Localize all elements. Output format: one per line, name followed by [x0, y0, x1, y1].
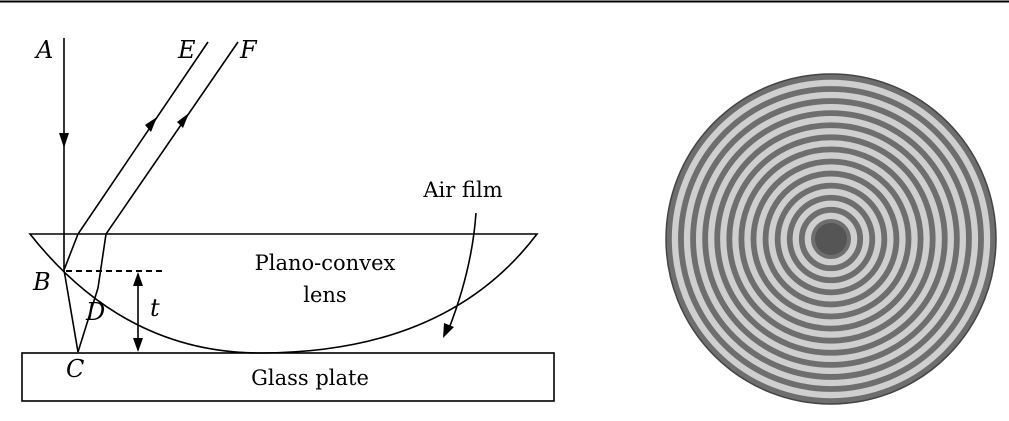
- bright-ring: [792, 200, 870, 278]
- label-F: F: [239, 36, 258, 64]
- ray-F-arrowhead: [177, 113, 189, 128]
- thickness-arrowhead-top: [133, 272, 143, 286]
- bright-ring: [695, 103, 967, 375]
- lens-label-line1: Plano-convex: [255, 251, 396, 275]
- lens-label-line2: lens: [303, 283, 346, 307]
- bright-ring: [708, 116, 954, 362]
- label-t: t: [150, 294, 160, 322]
- bright-ring: [732, 140, 930, 338]
- ray-CD: [77, 287, 99, 353]
- label-C: C: [66, 355, 84, 383]
- ray-E-arrowhead: [145, 117, 157, 132]
- label-E: E: [177, 36, 196, 64]
- air-film-arrowhead: [443, 323, 454, 338]
- bright-ring: [683, 91, 979, 387]
- rings-outer-rim: [665, 73, 997, 405]
- central-dark-spot: [815, 223, 847, 255]
- ray-BC: [63, 269, 79, 353]
- label-A: A: [34, 36, 53, 64]
- optics-diagram: Glass plate Plano-convex lens Air film A…: [21, 36, 555, 402]
- ray-E: [63, 41, 209, 271]
- bright-ring: [756, 164, 906, 314]
- air-film-label: Air film: [422, 178, 502, 202]
- bright-ring: [744, 152, 918, 326]
- glass-plate-label: Glass plate: [251, 366, 369, 390]
- thickness-arrowhead-bottom: [133, 338, 143, 352]
- bright-ring: [671, 79, 991, 399]
- ray-A-arrowhead: [59, 133, 69, 148]
- label-D: D: [85, 298, 105, 326]
- air-film-arrow: [447, 212, 477, 332]
- ray-F: [97, 41, 239, 289]
- plano-convex-lens: [28, 233, 539, 354]
- bright-ring: [804, 212, 858, 266]
- bright-ring: [768, 176, 894, 302]
- bright-ring: [780, 188, 882, 290]
- newtons-rings-pattern: [665, 73, 997, 405]
- bright-ring: [720, 128, 942, 350]
- label-B: B: [32, 268, 51, 296]
